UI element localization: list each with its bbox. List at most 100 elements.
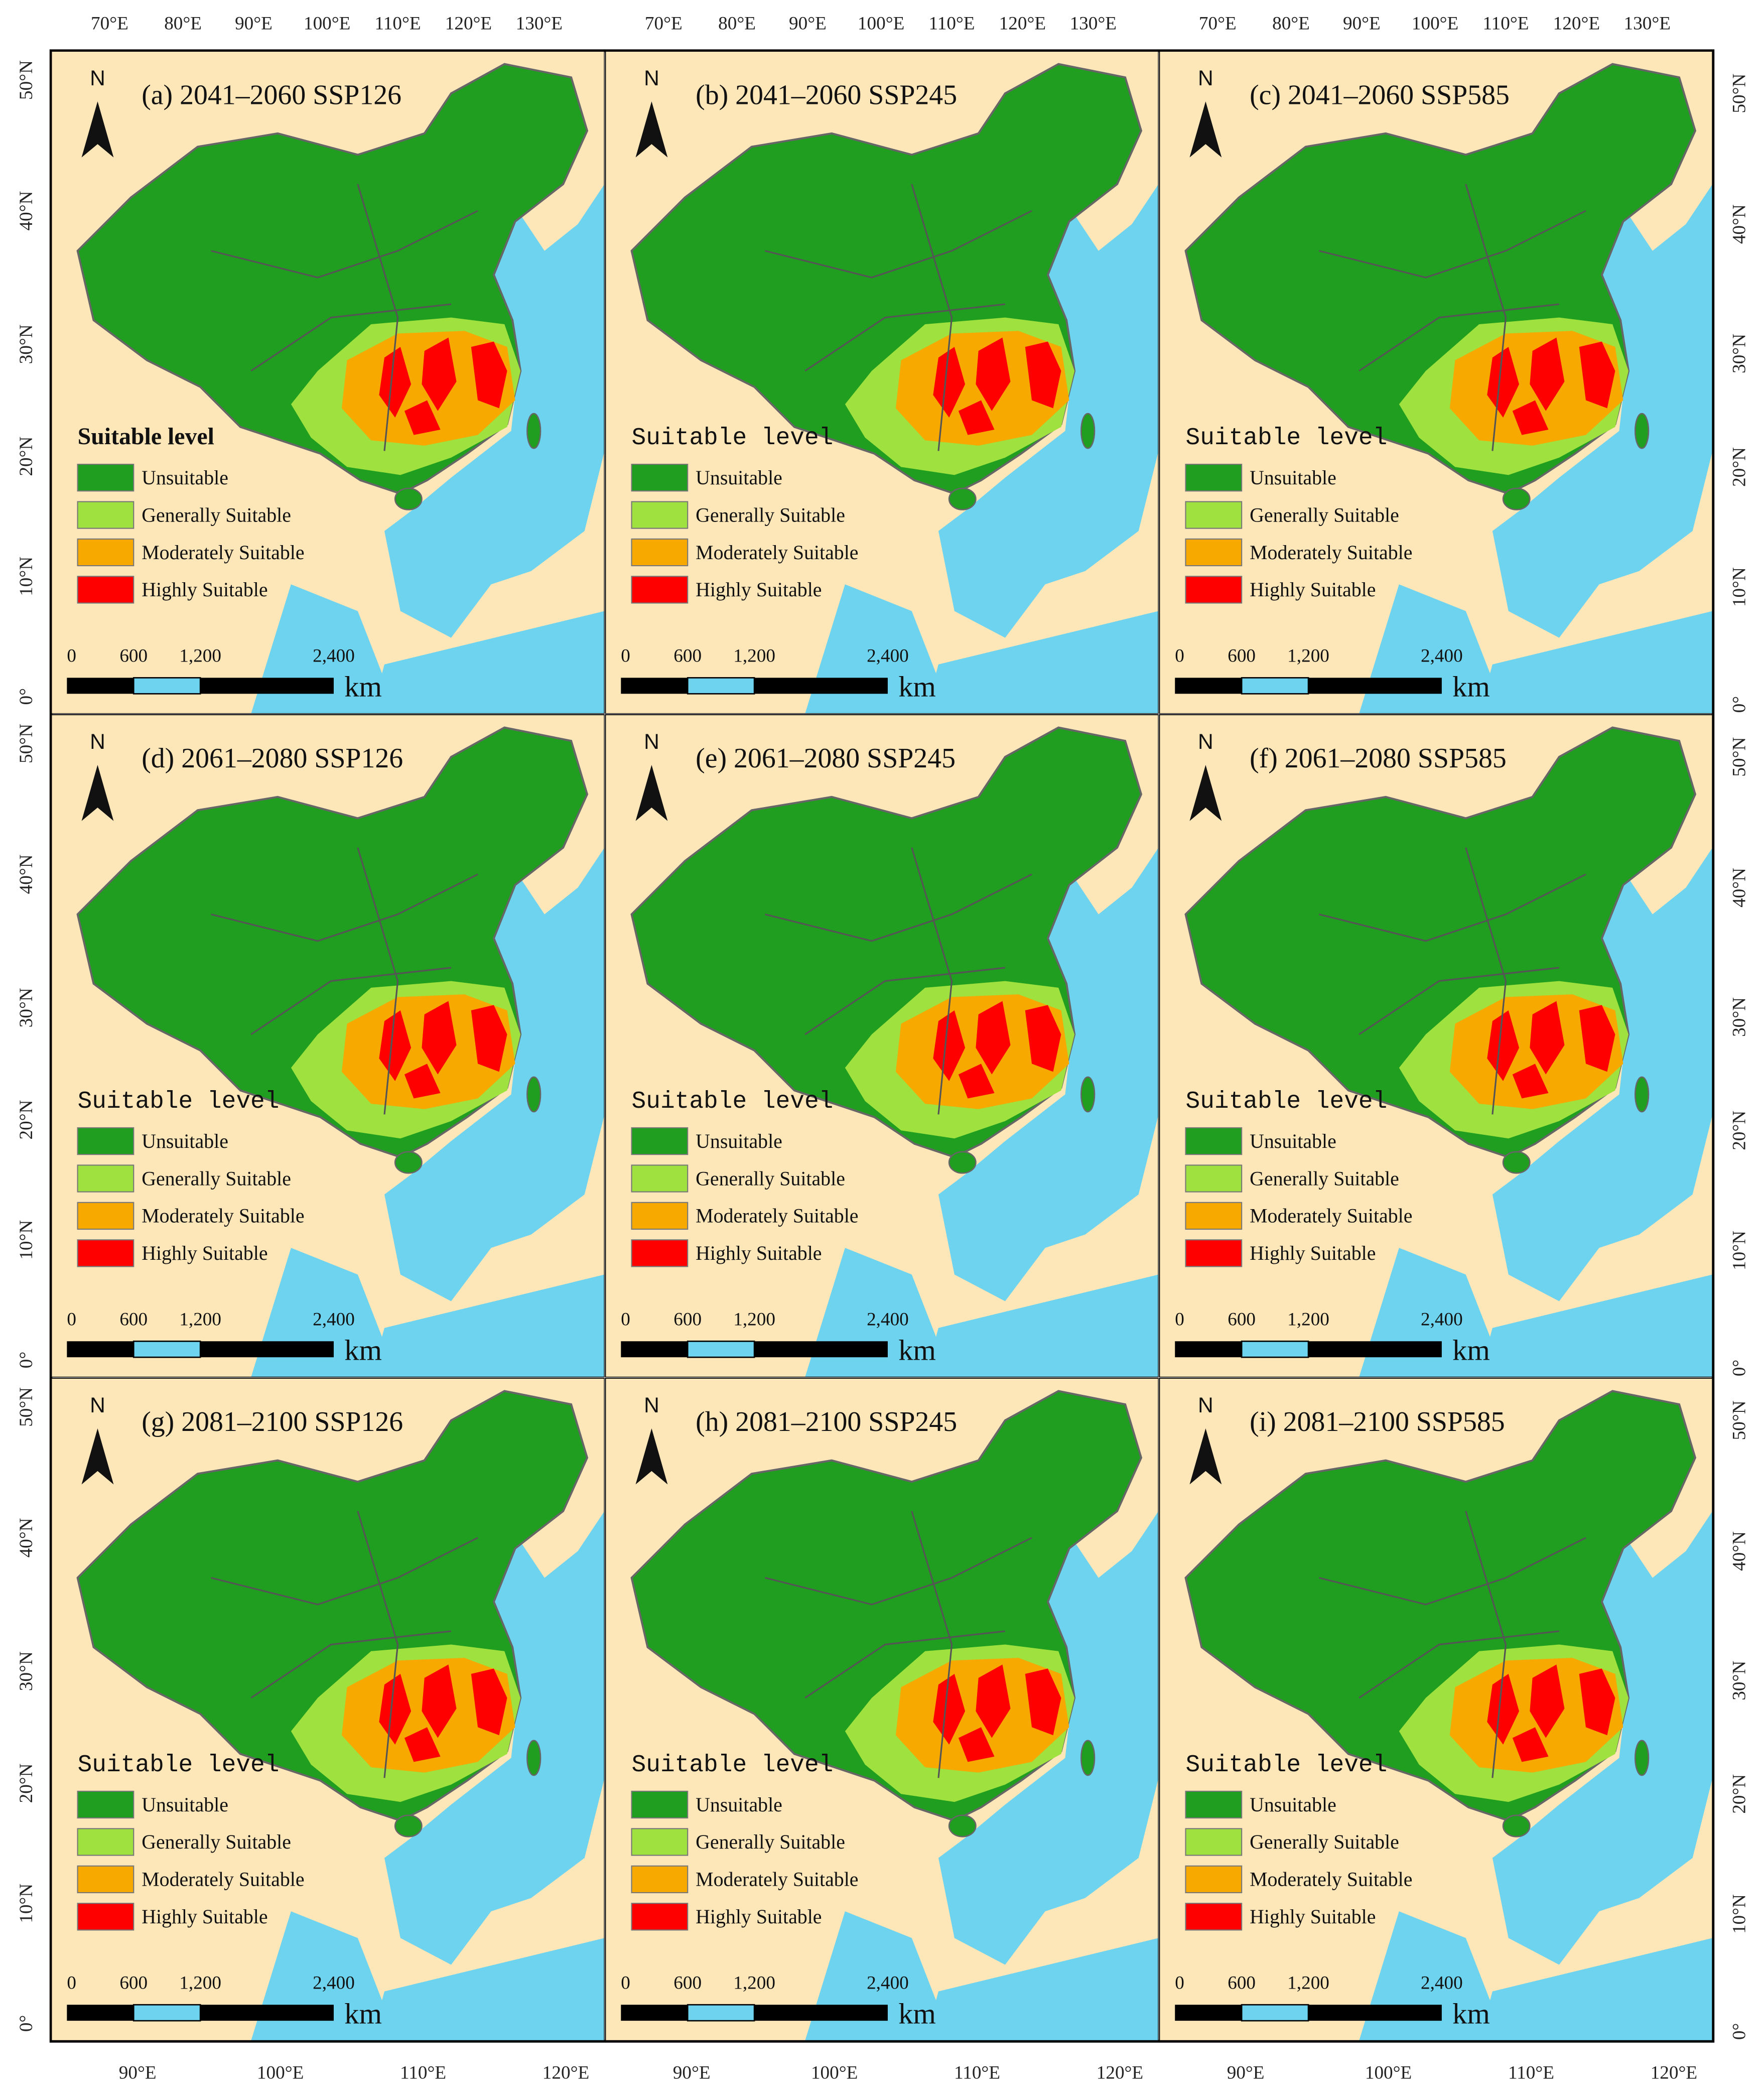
left-tick-label: 50°N — [16, 1387, 37, 1427]
legend-swatch — [631, 576, 689, 604]
legend-swatch — [77, 1239, 134, 1267]
scale-label: 1,200 — [1287, 1309, 1329, 1330]
bottom-tick-label: 90°E — [119, 2062, 157, 2083]
scale-label: 600 — [1228, 1309, 1256, 1330]
legend-swatch — [631, 1865, 689, 1893]
north-label: N — [90, 1393, 105, 1417]
north-arrow — [635, 764, 668, 821]
panel-title: (g) 2081–2100 SSP126 — [142, 1406, 403, 1437]
legend-label: Moderately Suitable — [142, 541, 304, 564]
scale-label: 600 — [1228, 645, 1256, 666]
scale-label: 0 — [621, 645, 630, 666]
north-arrow — [1189, 1428, 1222, 1485]
scale-label: 600 — [119, 1973, 148, 1993]
legend-swatch — [631, 1828, 689, 1856]
left-tick-label: 0° — [16, 688, 37, 705]
scale-bar — [132, 677, 201, 695]
map-panel: (i) 2081–2100 SSP585 N Suitable level Unsui… — [1159, 1377, 1713, 2041]
legend-swatch — [1185, 1790, 1243, 1819]
north-label: N — [90, 730, 105, 754]
panel-title: (a) 2041–2060 SSP126 — [142, 79, 401, 110]
scale-label: 0 — [1175, 1309, 1184, 1330]
panel-title: (f) 2061–2080 SSP585 — [1250, 743, 1507, 774]
scale-bar — [200, 2005, 334, 2021]
right-tick-label: 10°N — [1729, 1231, 1749, 1270]
top-tick-label: 130°E — [1624, 13, 1671, 34]
scale-label: 0 — [67, 645, 76, 666]
legend-label: Moderately Suitable — [696, 1868, 858, 1891]
top-tick-label: 90°E — [789, 13, 827, 34]
basemap — [51, 714, 605, 1378]
scale-bar — [132, 1340, 201, 1358]
right-tick-label: 50°N — [1729, 1400, 1749, 1440]
legend-label: Unsuitable — [142, 466, 228, 489]
right-tick-label: 10°N — [1729, 567, 1749, 607]
left-tick-label: 40°N — [16, 1518, 37, 1557]
legend-swatch — [77, 1164, 134, 1193]
scale-unit: km — [1452, 1334, 1490, 1366]
bottom-tick-label: 110°E — [400, 2062, 446, 2083]
legend-swatch — [631, 1239, 689, 1267]
north-label: N — [90, 66, 105, 90]
left-tick-label: 10°N — [16, 557, 37, 596]
bottom-tick-label: 100°E — [811, 2062, 858, 2083]
legend-swatch — [1185, 576, 1243, 604]
left-tick-label: 0° — [16, 1352, 37, 1368]
bottom-tick-label: 110°E — [954, 2062, 1000, 2083]
scale-unit: km — [898, 1997, 936, 2030]
scale-bar — [1308, 2005, 1442, 2021]
right-tick-label: 30°N — [1729, 997, 1749, 1037]
legend-title: Suitable level — [632, 1088, 834, 1115]
map-panel: (c) 2041–2060 SSP585 N Suitable level Unsui… — [1159, 51, 1713, 714]
legend-swatch — [631, 1164, 689, 1193]
top-tick-label: 80°E — [1272, 13, 1310, 34]
legend-title: Suitable level — [1186, 1752, 1388, 1779]
scale-unit: km — [898, 1334, 936, 1366]
north-arrow — [81, 1428, 114, 1485]
legend-label: Generally Suitable — [696, 1167, 845, 1190]
scale-label: 1,200 — [179, 1309, 221, 1330]
scale-bar — [621, 678, 688, 694]
top-tick-label: 70°E — [1199, 13, 1237, 34]
north-arrow — [1189, 101, 1222, 158]
scale-bar — [1175, 1341, 1242, 1358]
top-tick-label: 90°E — [235, 13, 273, 34]
legend-label: Generally Suitable — [142, 503, 291, 526]
legend-swatch — [77, 1127, 134, 1155]
legend-swatch — [77, 463, 134, 492]
right-tick-label: 40°N — [1729, 204, 1749, 244]
legend-label: Moderately Suitable — [696, 541, 858, 564]
north-arrow — [81, 101, 114, 158]
scale-label: 0 — [1175, 1973, 1184, 1993]
legend-swatch — [77, 1202, 134, 1230]
map-panel: (f) 2061–2080 SSP585 N Suitable level Unsui… — [1159, 714, 1713, 1378]
north-label: N — [1198, 730, 1213, 754]
scale-label: 1,200 — [733, 645, 775, 666]
legend-label: Highly Suitable — [696, 1242, 822, 1264]
north-label: N — [1198, 1393, 1213, 1417]
scale-label: 2,400 — [1421, 1973, 1463, 1993]
legend-swatch — [1185, 1164, 1243, 1193]
left-tick-label: 40°N — [16, 854, 37, 894]
right-tick-label: 50°N — [1729, 737, 1749, 776]
bottom-tick-label: 120°E — [1097, 2062, 1143, 2083]
scale-label: 600 — [119, 1309, 148, 1330]
basemap — [51, 51, 605, 714]
legend-label: Highly Suitable — [1250, 1242, 1376, 1264]
legend-title: Suitable level — [78, 1088, 280, 1115]
top-tick-label: 130°E — [1070, 13, 1117, 34]
scale-label: 0 — [67, 1973, 76, 1993]
scale-label: 2,400 — [313, 1309, 355, 1330]
scale-bar — [754, 2005, 888, 2021]
right-tick-label: 0° — [1729, 1360, 1749, 1376]
top-tick-label: 70°E — [91, 13, 128, 34]
legend-swatch — [631, 463, 689, 492]
north-arrow — [635, 1428, 668, 1485]
bottom-tick-label: 90°E — [1227, 2062, 1265, 2083]
right-tick-label: 30°N — [1729, 334, 1749, 373]
scale-label: 1,200 — [733, 1973, 775, 1993]
legend-swatch — [77, 501, 134, 529]
right-tick-label: 50°N — [1729, 73, 1749, 113]
left-tick-label: 10°N — [16, 1220, 37, 1260]
legend-swatch — [77, 576, 134, 604]
